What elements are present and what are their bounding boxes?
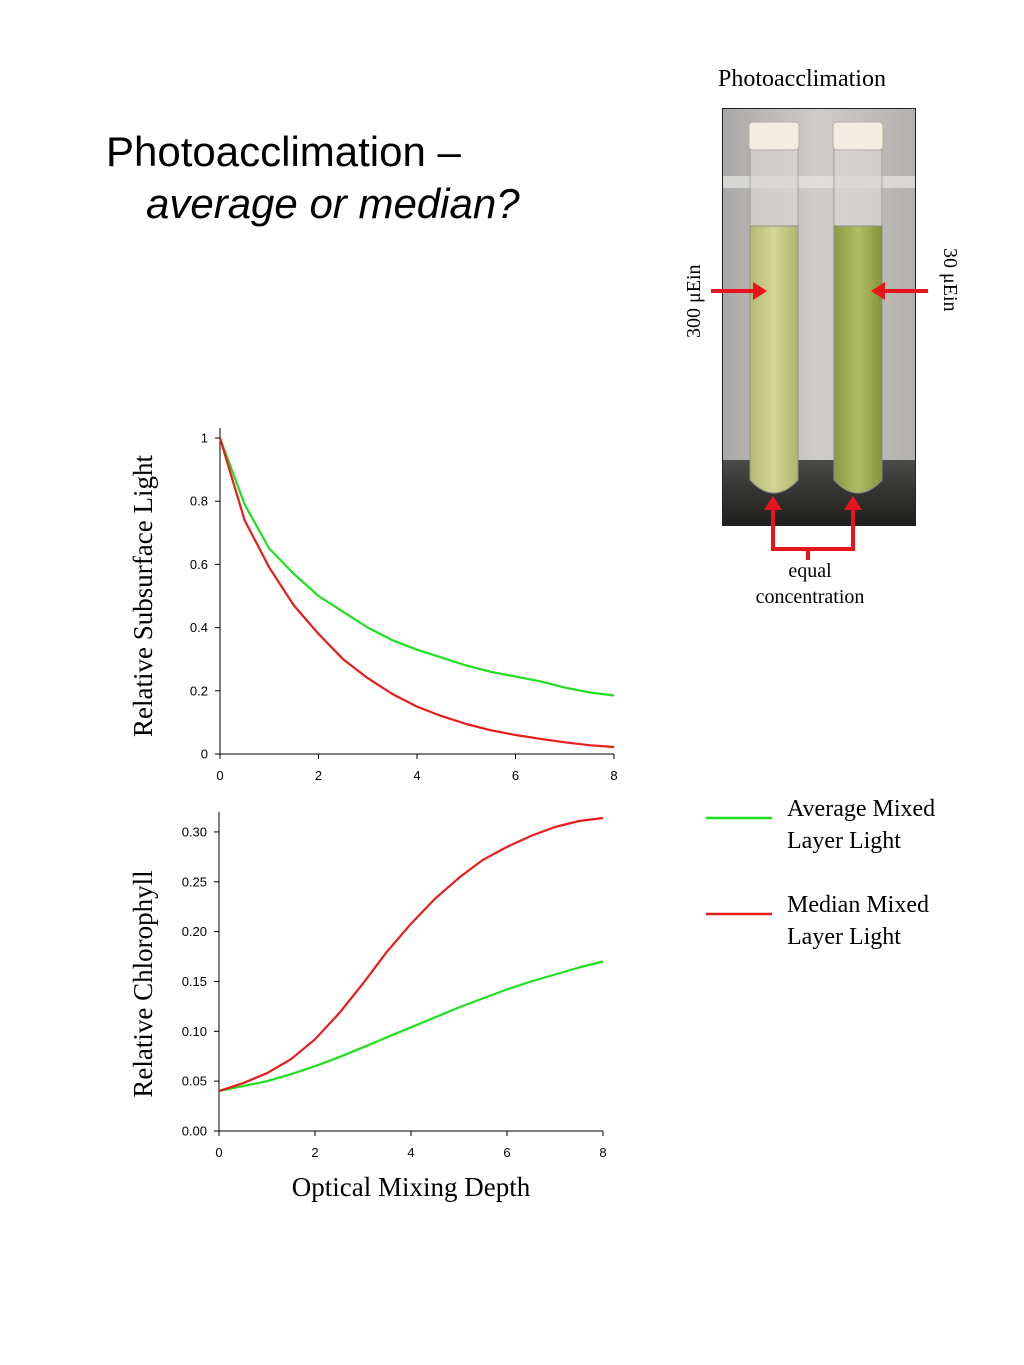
equal-concentration-label: equal concentration [730,558,890,610]
equal-label-line1: equal [788,560,832,582]
x-tick-label: 2 [311,1145,318,1160]
y-tick-label: 0 [201,747,208,762]
series-line-average [218,437,615,697]
legend-item-average: Average Mixed Layer Light [787,793,935,857]
y-tick-label: 0.20 [182,924,207,939]
bracket-arrow-head-left [764,496,782,510]
y-tick-label: 0.15 [182,974,207,989]
y-tick-label: 0.6 [190,557,208,572]
x-tick-label: 6 [503,1145,510,1160]
right-tube-liquid [833,225,883,494]
x-tick-label: 4 [407,1145,414,1160]
x-tick-label: 2 [315,768,322,783]
y-tick-label: 1 [201,431,208,446]
y-tick-label: 0.00 [182,1124,207,1139]
y-tick-label: 0.10 [182,1024,207,1039]
arrow-left-head [753,282,767,300]
x-tick-label: 8 [610,768,617,783]
bracket-arrow [771,510,855,551]
bracket-arrow-head-right [844,496,862,510]
x-tick-label: 8 [599,1145,606,1160]
arrow-annotations [711,282,928,560]
chlorophyll-chart: 0 2 4 6 8 0.00 0.05 0.10 0.15 0.20 0.25 0.30 Relativ… [128,812,607,1202]
arrow-right-head [871,282,885,300]
y-tick-label: 0.25 [182,874,207,889]
x-tick-label: 6 [512,768,519,783]
series-line-median [218,437,615,749]
series-line-average [218,960,604,1093]
y-tick-label: 0.4 [190,620,208,635]
x-tick-label: 0 [216,768,223,783]
x-tick-label: 4 [413,768,420,783]
y-tick-label: 0.05 [182,1074,207,1089]
equal-label-line2: concentration [755,586,865,608]
subsurface-light-chart: 0 2 4 6 8 0 0.2 0.4 0.6 0.8 1 Relative Subsurface L… [128,428,618,783]
legend-label-median-1: Median Mixed [787,892,929,918]
slide-title-line2: average or median? [146,180,520,227]
legend-label-average-1: Average Mixed [787,796,936,822]
legend-item-median: Median Mixed Layer Light [787,889,929,953]
legend-swatches [706,816,772,916]
slide-title-line1: Photoacclimation – [106,128,461,175]
y-tick-label: 0.2 [190,683,208,698]
y-tick-label: 0.8 [190,494,208,509]
x-axis-label: Optical Mixing Depth [292,1172,531,1202]
legend-label-median-2: Layer Light [787,924,901,950]
y-tick-label: 0.30 [182,824,207,839]
x-tick-label: 0 [215,1145,222,1160]
series-line-median [218,816,604,1093]
legend-label-average-2: Layer Light [787,828,901,854]
y-axis-label: Relative Chlorophyll [128,870,158,1097]
slide-title: Photoacclimation – average or median? [106,126,520,230]
photo-caption: Photoacclimation [718,66,886,92]
y-axis-label: Relative Subsurface Light [128,455,158,737]
